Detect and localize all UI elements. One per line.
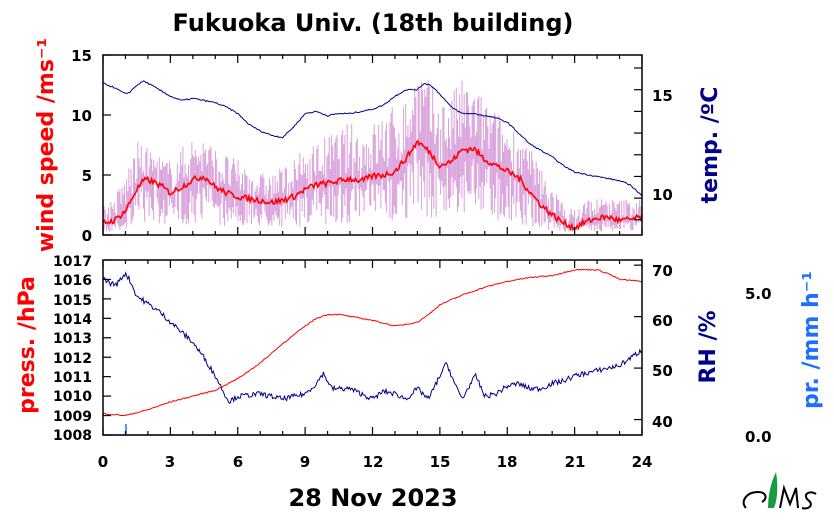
date-label: 28 Nov 2023 [288, 484, 457, 512]
precip-tick-5: 5.0 [745, 285, 772, 303]
x-tick-18: 18 [497, 453, 518, 471]
rh-tick-70: 70 [652, 262, 673, 280]
x-tick-3: 3 [165, 453, 175, 471]
rh-tick-50: 50 [652, 362, 673, 380]
bottom-panel: 1008 1009 1010 1011 1012 1013 1014 1015 … [15, 254, 824, 446]
wind-tick-0: 0 [82, 227, 92, 245]
wind-tick-15: 15 [71, 47, 92, 65]
press-tick-1015: 1015 [53, 293, 92, 309]
bottom-x-ticks [102, 259, 643, 436]
press-tick-1016: 1016 [53, 273, 92, 289]
press-axis-label: press. /hPa [15, 276, 40, 414]
press-tick-1017: 1017 [53, 254, 92, 270]
press-tick-1008: 1008 [53, 428, 92, 444]
temp-axis-label: temp. /ºC [698, 87, 723, 204]
x-tick-labels: 0 3 6 9 12 15 18 21 24 [98, 453, 653, 471]
logo-leaf-icon [768, 472, 778, 508]
x-tick-0: 0 [98, 453, 108, 471]
logo-swoosh-icon [742, 490, 767, 509]
rh-tick-40: 40 [652, 413, 673, 431]
press-tick-1011: 1011 [53, 370, 92, 386]
bottom-right-ticks: 40 50 60 70 [652, 262, 673, 431]
top-temp-series [102, 80, 643, 197]
press-tick-1010: 1010 [53, 389, 92, 405]
precip-axis-label: pr. /mm h⁻¹ [799, 271, 824, 409]
top-left-ticks: 0 5 10 15 [71, 47, 92, 245]
temp-tick-15: 15 [652, 87, 673, 105]
x-tick-12: 12 [363, 453, 384, 471]
press-tick-1014: 1014 [53, 312, 92, 328]
x-tick-24: 24 [632, 453, 653, 471]
logo-letters-icon [779, 484, 799, 509]
precip-tick-0: 0.0 [745, 428, 772, 446]
institute-logo [742, 472, 817, 510]
press-tick-1009: 1009 [53, 409, 92, 425]
precip-ticks: 0.0 5.0 [745, 285, 772, 446]
bottom-pressure-series [102, 268, 643, 417]
top-wind-series [102, 139, 643, 232]
chart-title: Fukuoka Univ. (18th building) [173, 9, 574, 37]
temp-tick-10: 10 [652, 186, 673, 204]
bottom-left-ticks: 1008 1009 1010 1011 1012 1013 1014 1015 … [53, 254, 92, 444]
x-tick-21: 21 [565, 453, 586, 471]
x-tick-9: 9 [300, 453, 310, 471]
top-gust-series [102, 80, 643, 233]
press-tick-1012: 1012 [53, 351, 92, 367]
x-tick-6: 6 [233, 453, 243, 471]
top-x-ticks [102, 54, 643, 236]
x-tick-15: 15 [430, 453, 451, 471]
logo-s-icon [801, 491, 817, 510]
wind-tick-10: 10 [71, 107, 92, 125]
wind-axis-label: wind speed /ms⁻¹ [34, 38, 59, 252]
top-panel: 0 5 10 15 10 15 wind speed /ms⁻¹ temp. /… [34, 38, 723, 252]
press-tick-1013: 1013 [53, 331, 92, 347]
bottom-plot-frame [102, 259, 643, 436]
bottom-rh-series [102, 271, 643, 405]
rh-axis-label: RH /% [696, 310, 721, 383]
wind-tick-5: 5 [82, 167, 92, 185]
top-right-ticks: 10 15 [652, 87, 673, 204]
rh-tick-60: 60 [652, 312, 673, 330]
